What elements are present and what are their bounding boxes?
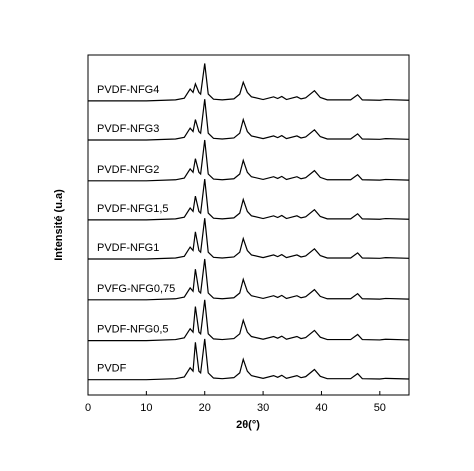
series-label: PVDF-NFG2 xyxy=(97,164,159,176)
x-tick-label: 20 xyxy=(199,402,211,414)
series-line xyxy=(88,299,410,342)
series-label: PVDF xyxy=(97,363,127,375)
series-label: PVDF-NFG3 xyxy=(97,123,159,135)
series-label: PVFG-NFG0,75 xyxy=(97,283,175,295)
series-line xyxy=(88,218,410,260)
x-tick-label: 50 xyxy=(374,402,386,414)
series-line xyxy=(88,63,410,102)
series-label: PVDF-NFG0,5 xyxy=(97,324,169,336)
series-line xyxy=(88,179,410,221)
series-label: PVDF-NFG1,5 xyxy=(97,203,169,215)
series-line xyxy=(88,258,410,301)
x-tick-label: 10 xyxy=(140,402,152,414)
x-tick-label: 30 xyxy=(257,402,269,414)
series-label: PVDF-NFG1 xyxy=(97,242,159,254)
series-line xyxy=(88,99,410,141)
x-axis-title: 2θ(°) xyxy=(236,419,260,431)
series-line xyxy=(88,139,410,182)
x-tick-label: 40 xyxy=(315,402,327,414)
series-line xyxy=(88,338,410,381)
plot-frame xyxy=(87,54,410,396)
y-axis-title: Intensité (u.a) xyxy=(53,189,65,261)
series-label: PVDF-NFG4 xyxy=(97,84,159,96)
x-tick-label: 0 xyxy=(85,402,91,414)
